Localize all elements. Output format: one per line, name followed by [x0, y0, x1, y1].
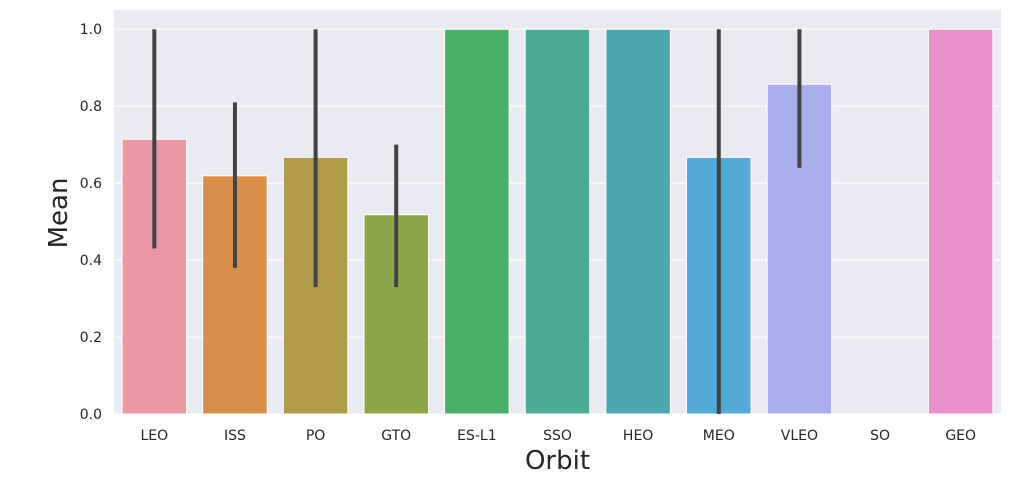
x-tick-label: ISS	[224, 428, 246, 444]
x-tick-label: LEO	[140, 428, 168, 444]
y-tick-label: 0.8	[80, 99, 102, 115]
bar-heo	[605, 28, 671, 415]
x-tick-label: SO	[870, 428, 890, 444]
x-tick-label: GTO	[381, 428, 411, 444]
bar-es-l1	[444, 28, 510, 415]
y-tick-label: 0.2	[80, 330, 102, 346]
y-tick-label: 0.0	[80, 407, 102, 423]
x-tick-label: PO	[306, 428, 325, 444]
y-axis-title: Mean	[44, 178, 74, 249]
bar-geo	[927, 28, 994, 415]
x-axis-title: Orbit	[525, 446, 590, 476]
x-tick-label: MEO	[703, 428, 735, 444]
x-tick-label: VLEO	[781, 428, 818, 444]
bar-sso	[524, 28, 591, 415]
x-tick-label: HEO	[623, 428, 653, 444]
y-tick-label: 0.4	[80, 253, 102, 269]
error-bars	[152, 29, 802, 414]
x-tick-label: SSO	[543, 428, 572, 444]
x-tick-labels: LEO ISS PO GTO ES-L1 SSO HEO MEO VLEO SO GEO	[140, 428, 976, 444]
x-tick-label: ES-L1	[457, 428, 497, 444]
x-tick-label: GEO	[945, 428, 976, 444]
y-tick-labels: 0.0 0.2 0.4 0.6 0.8 1.0	[80, 22, 102, 423]
y-tick-label: 0.6	[80, 176, 102, 192]
y-tick-label: 1.0	[80, 22, 102, 38]
